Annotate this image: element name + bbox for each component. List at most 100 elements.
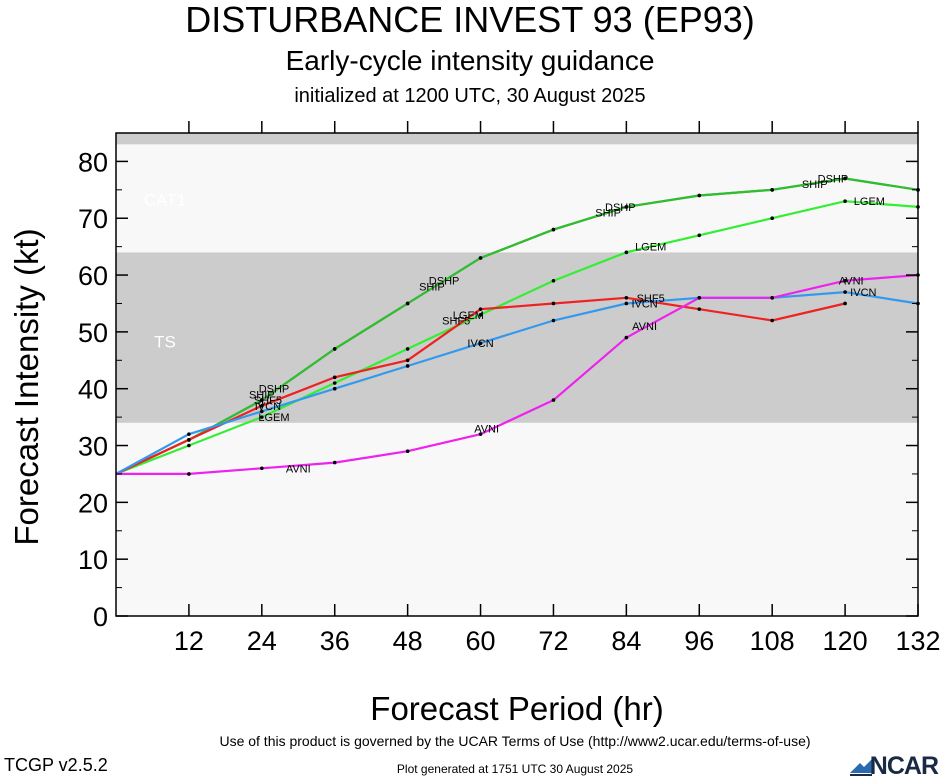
band-ts (116, 252, 918, 423)
x-tick-label: 108 (750, 626, 795, 656)
x-tick-label: 48 (393, 626, 423, 656)
point-ivcn (405, 364, 410, 368)
plot-generated-timestamp: Plot generated at 1751 UTC 30 August 202… (396, 762, 634, 776)
point-avni (332, 460, 337, 465)
x-axis-label: Forecast Period (hr) (370, 690, 663, 727)
y-tick-label: 0 (93, 602, 108, 632)
y-tick-label: 20 (78, 488, 108, 518)
series-label-ivcn: IVCN (467, 338, 493, 350)
point-dshp (332, 347, 337, 351)
series-line-dshp (115, 177, 919, 475)
series-label-ship: SHIP (802, 179, 828, 191)
point-shf5 (187, 438, 191, 442)
series-label-shf5: SHF5 (254, 395, 282, 407)
point-lgem (697, 233, 702, 238)
point-lgem (405, 347, 410, 351)
point-avni (478, 432, 483, 436)
point-avni (405, 449, 410, 454)
x-tick-label: 24 (247, 626, 277, 656)
x-tick-label: 72 (538, 626, 568, 656)
ncar-logo: NCAR (848, 752, 939, 780)
point-dshp (478, 256, 483, 260)
y-axis-label: Forecast Intensity (kt) (8, 228, 45, 545)
point-lgem (260, 415, 264, 419)
point-ivcn (478, 341, 483, 346)
point-dshp (697, 193, 702, 198)
y-tick-label: 70 (78, 204, 108, 234)
series-label-lgem: LGEM (453, 310, 484, 322)
series-label-shf5: SHF5 (442, 316, 470, 328)
point-shf5 (770, 318, 774, 323)
series-label-dshp: DSHP (605, 202, 636, 214)
point-lgem (624, 250, 629, 255)
x-tick-label: 120 (823, 626, 868, 656)
point-lgem (843, 199, 847, 203)
init-time-line: initialized at 1200 UTC, 30 August 2025 (294, 85, 646, 107)
point-lgem (551, 278, 556, 283)
point-ivcn (332, 386, 337, 391)
point-dshp (843, 176, 847, 181)
series-layer (115, 176, 920, 476)
point-shf5 (405, 358, 410, 363)
series-label-lgem: LGEM (258, 412, 289, 424)
series-label-dshp: DSHP (429, 276, 460, 288)
series-label-avni: AVNI (286, 463, 311, 475)
point-shf5 (843, 301, 847, 306)
point-ivcn (551, 318, 556, 323)
series-label-ship: SHIP (419, 281, 445, 293)
x-tick-label: 84 (611, 626, 641, 656)
point-shf5 (551, 301, 556, 306)
series-label-ivcn: IVCN (255, 401, 281, 413)
version-label: TCGP v2.5.2 (4, 755, 108, 775)
series-label-shf5: SHF5 (637, 293, 665, 305)
terms-of-use-note: Use of this product is governed by the U… (219, 733, 811, 749)
point-dshp (770, 188, 774, 192)
series-label-ivcn: IVCN (850, 287, 876, 299)
y-tick-label: 60 (78, 261, 108, 291)
point-lgem (187, 443, 191, 448)
series-label-lgem: LGEM (635, 242, 666, 254)
point-avni (551, 398, 556, 402)
point-avni (260, 466, 264, 471)
series-line-avni (116, 274, 919, 475)
point-ivcn (843, 290, 847, 294)
point-avni (187, 472, 191, 476)
chart-title: DISTURBANCE INVEST 93 (EP93) (185, 0, 755, 40)
series-label-avni: AVNI (839, 276, 864, 288)
series-line-lgem (115, 200, 919, 475)
point-ivcn (187, 432, 191, 436)
point-avni (770, 295, 774, 300)
point-dshp (551, 227, 556, 232)
series-label-avni: AVNI (632, 321, 657, 333)
series-label-ivcn: IVCN (631, 298, 657, 310)
intensity-bands: TS CAT1 (116, 133, 918, 616)
ncar-logo-icon (849, 759, 872, 776)
series-label-lgem: LGEM (854, 196, 885, 208)
band-label-cat1: CAT1 (144, 190, 186, 209)
point-ivcn (624, 301, 629, 306)
y-tick-label: 80 (78, 147, 108, 177)
series-labels: SHIPDSHPSHF5IVCNLGEMAVNISHIPDSHPSHF5LGEM… (249, 173, 885, 475)
band-cat2 (116, 133, 918, 145)
point-shf5 (332, 375, 337, 380)
point-lgem (478, 313, 483, 317)
point-avni (624, 335, 629, 340)
point-avni (697, 295, 702, 300)
y-tick-label: 50 (78, 318, 108, 348)
point-dshp (260, 398, 264, 402)
point-dshp (405, 301, 410, 306)
band-below-ts (116, 422, 918, 616)
series-label-dshp: DSHP (818, 173, 849, 185)
point-dshp (624, 205, 629, 209)
point-shf5 (624, 295, 629, 300)
band-label-ts: TS (154, 332, 176, 351)
x-tick-label: 60 (466, 626, 496, 656)
y-tick-label: 30 (78, 432, 108, 462)
point-shf5 (697, 307, 702, 311)
series-label-avni: AVNI (474, 423, 499, 435)
x-tick-label: 36 (320, 626, 350, 656)
chart-subtitle: Early-cycle intensity guidance (285, 45, 655, 76)
series-label-ship: SHIP (595, 208, 621, 220)
series-label-ship: SHIP (249, 389, 275, 401)
